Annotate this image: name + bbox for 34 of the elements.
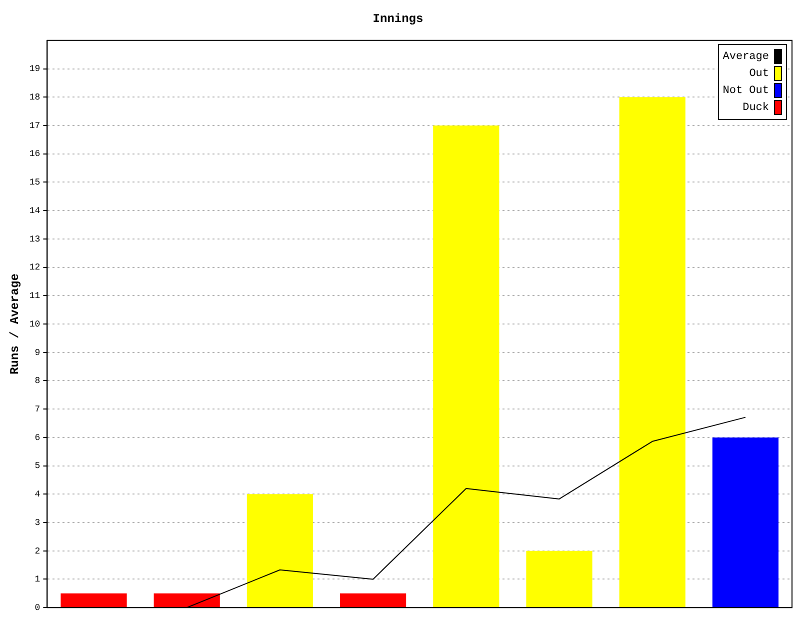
legend-label: Out <box>749 68 769 80</box>
y-tick-label: 15 <box>29 178 40 188</box>
legend-label: Duck <box>742 102 769 114</box>
y-axis-title: Runs / Average <box>8 274 22 374</box>
y-tick-label: 0 <box>34 602 40 613</box>
chart-title: Innings <box>372 12 424 26</box>
y-tick-label: 18 <box>29 92 40 103</box>
legend-label: Not Out <box>722 84 769 97</box>
bar <box>433 125 500 608</box>
bar <box>60 593 127 608</box>
y-tick-label: 13 <box>29 234 40 244</box>
legend-label: Average <box>722 50 769 63</box>
bar <box>712 437 778 608</box>
y-tick-label: 4 <box>34 490 40 500</box>
y-tick-label: 16 <box>29 149 40 160</box>
y-tick-label: 2 <box>34 546 40 556</box>
y-tick-label: 19 <box>29 64 40 74</box>
bar <box>246 494 313 608</box>
y-tick-label: 1 <box>34 574 40 585</box>
y-tick-label: 17 <box>29 120 40 131</box>
y-tick-label: 9 <box>34 348 40 358</box>
y-tick-label: 12 <box>29 262 40 273</box>
y-tick-label: 3 <box>34 518 40 528</box>
y-tick-label: 7 <box>34 404 40 414</box>
bar <box>619 97 686 608</box>
y-tick-label: 14 <box>29 206 40 216</box>
y-tick-label: 11 <box>29 291 40 302</box>
bar <box>526 550 592 608</box>
y-tick-label: 8 <box>34 376 40 386</box>
y-tick-label: 5 <box>34 461 40 472</box>
y-tick-label: 10 <box>29 319 40 330</box>
bar <box>154 593 220 608</box>
bar <box>340 593 406 608</box>
y-tick-label: 6 <box>34 432 40 443</box>
